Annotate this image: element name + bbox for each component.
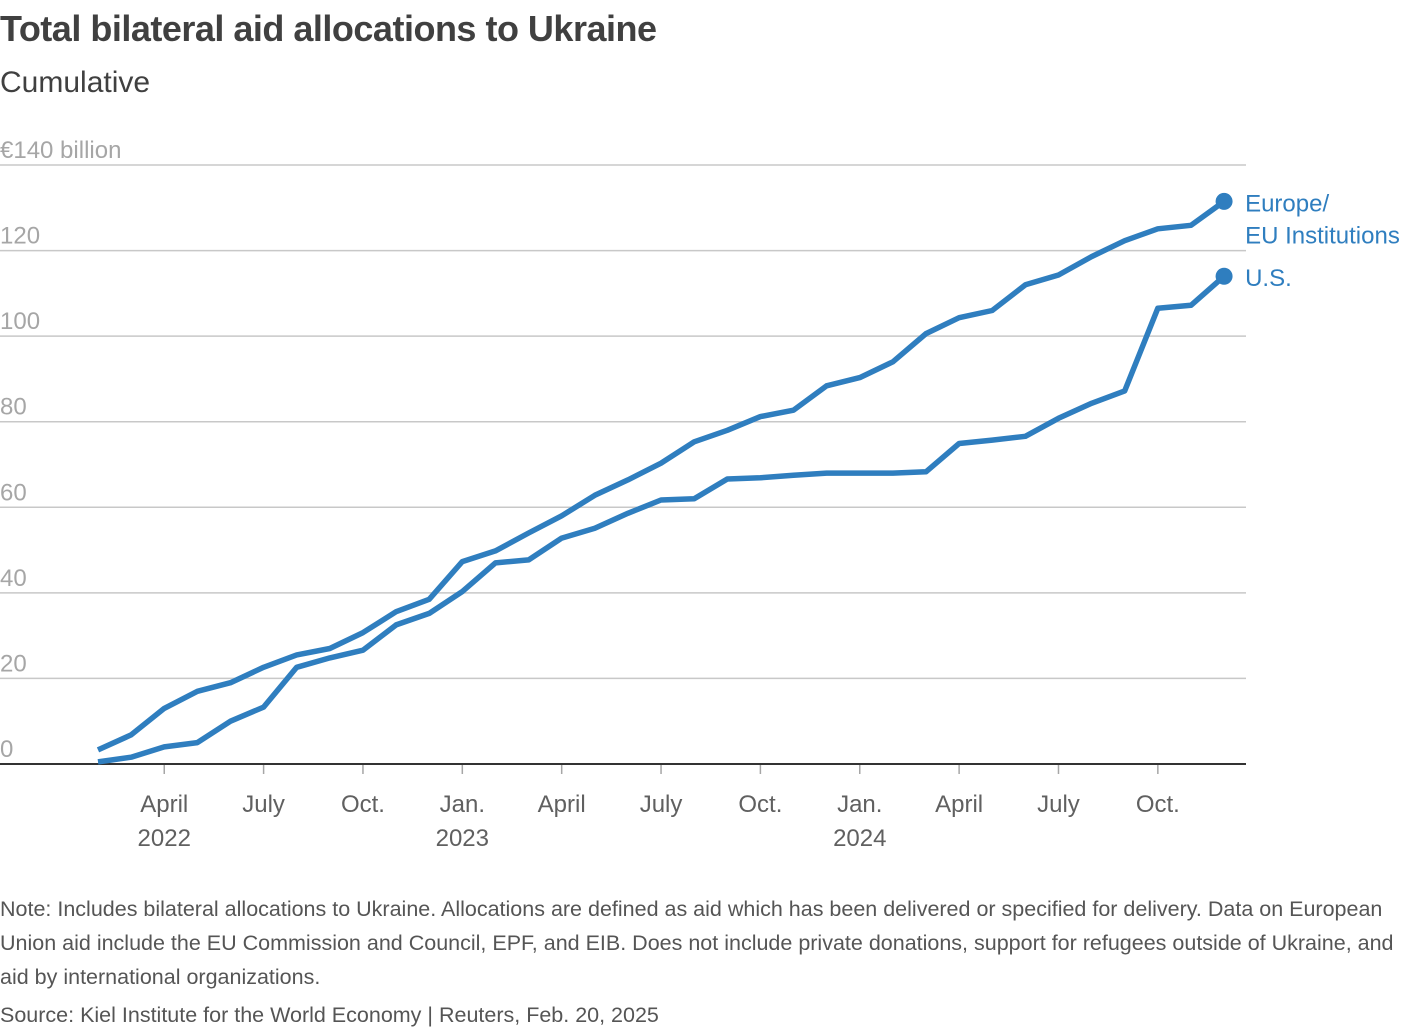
y-axis-labels: 0 20 40 60 80 100 120 €140 billion: [0, 137, 121, 763]
gridlines: [0, 164, 1246, 680]
y-tick-label-100: 100: [0, 308, 40, 335]
series-label-europe: Europe/: [1245, 190, 1329, 217]
chart-subtitle: Cumulative: [0, 66, 151, 99]
x-year-label-2023: 2023: [436, 825, 489, 852]
x-year-label-2024: 2024: [833, 825, 886, 852]
x-tick-label-2022-04: April: [140, 791, 188, 818]
y-tick-label-120: 120: [0, 223, 40, 250]
series-label-europe: EU Institutions: [1245, 222, 1400, 249]
x-year-label-2022: 2022: [138, 825, 191, 852]
y-tick-label-20: 20: [0, 650, 27, 677]
x-tick-label-2023-01: Jan.: [440, 791, 485, 818]
source-line: Source: Kiel Institute for the World Eco…: [0, 1003, 659, 1027]
y-tick-label-60: 60: [0, 479, 27, 506]
series-line-us: [97, 274, 1226, 765]
x-tick-label-2023-10: Oct.: [738, 791, 782, 818]
footnote: Note: Includes bilateral allocations to …: [0, 897, 1394, 989]
y-tick-label-0: 0: [0, 736, 13, 763]
x-tick-label-2022-07: July: [242, 791, 285, 818]
series-lines: [96, 192, 1233, 765]
series-line-europe: [96, 199, 1226, 753]
series-end-dot-europe: [1215, 192, 1233, 210]
chart-title: Total bilateral aid allocations to Ukrai…: [0, 8, 657, 49]
x-tick-label-2022-10: Oct.: [341, 791, 385, 818]
series-labels: Europe/EU Institutions U.S.: [1245, 190, 1400, 292]
series-label-us: U.S.: [1245, 265, 1292, 292]
x-tick-label-2024-01: Jan.: [837, 791, 882, 818]
x-tick-label-2023-07: July: [640, 791, 683, 818]
y-tick-label-140: €140 billion: [0, 137, 121, 164]
y-tick-label-80: 80: [0, 394, 27, 421]
x-tick-label-2024-04: April: [935, 791, 983, 818]
y-tick-label-40: 40: [0, 565, 27, 592]
x-tick-label-2023-04: April: [538, 791, 586, 818]
x-axis: April 2022 July Oct. Jan. 2023 April July Oct. Ja…: [0, 763, 1246, 852]
x-tick-label-2024-10: Oct.: [1136, 791, 1180, 818]
line-chart: 0 20 40 60 80 100 120 €140 billion April 2022 Jul…: [0, 137, 1400, 852]
series-end-dot-us: [1215, 267, 1233, 285]
x-tick-label-2024-07: July: [1037, 791, 1080, 818]
